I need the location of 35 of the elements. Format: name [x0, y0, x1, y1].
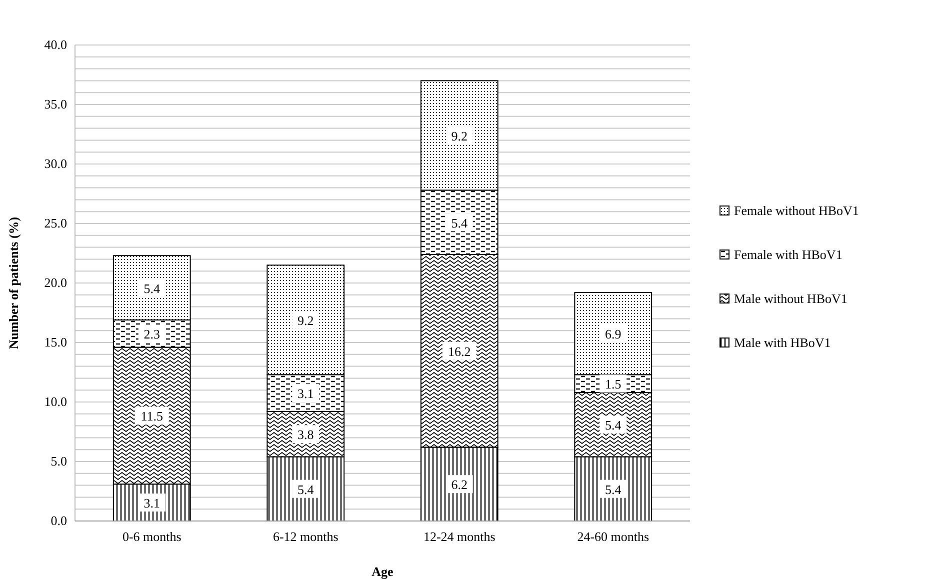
data-label: 2.3 [144, 326, 160, 342]
y-tick-label: 25.0 [44, 216, 67, 230]
data-label: 5.4 [605, 482, 622, 497]
data-label: 6.9 [605, 326, 622, 342]
y-axis-title: Number of patients (%) [6, 216, 21, 350]
data-label: 9.2 [451, 128, 468, 144]
data-label: 5.4 [298, 482, 314, 497]
legend-label: Female with HBoV1 [734, 247, 842, 262]
data-label: 16.2 [448, 344, 471, 359]
legend-label: Male with HBoV1 [734, 335, 831, 350]
legend-label: Female without HBoV1 [734, 203, 859, 218]
legend-label: Male without HBoV1 [734, 291, 848, 306]
x-tick-label: 0-6 months [122, 529, 182, 544]
data-label: 3.1 [144, 496, 160, 511]
y-tick-label: 30.0 [44, 156, 67, 171]
y-tick-label: 10.0 [44, 394, 67, 409]
data-label: 9.2 [298, 312, 314, 328]
data-label: 5.4 [451, 215, 468, 230]
x-tick-label: 6-12 months [272, 529, 338, 544]
x-axis-title: Age [372, 564, 394, 579]
y-tick-label: 20.0 [44, 275, 67, 290]
y-tick-label: 5.0 [50, 454, 67, 468]
x-tick-label: 24-60 months [577, 529, 650, 544]
data-label: 5.4 [605, 418, 622, 433]
data-label: 5.4 [144, 280, 160, 296]
y-tick-label: 40.0 [44, 37, 67, 52]
data-label: 11.5 [140, 408, 164, 424]
data-label: 3.1 [298, 386, 314, 402]
data-label: 3.8 [298, 427, 314, 442]
data-label: 1.5 [605, 376, 622, 392]
y-tick-label: 0.0 [50, 513, 67, 528]
y-tick-label: 15.0 [44, 334, 67, 350]
y-tick-label: 35.0 [44, 96, 67, 112]
x-tick-label: 12-24 months [423, 529, 496, 544]
data-label: 6.2 [451, 477, 468, 492]
